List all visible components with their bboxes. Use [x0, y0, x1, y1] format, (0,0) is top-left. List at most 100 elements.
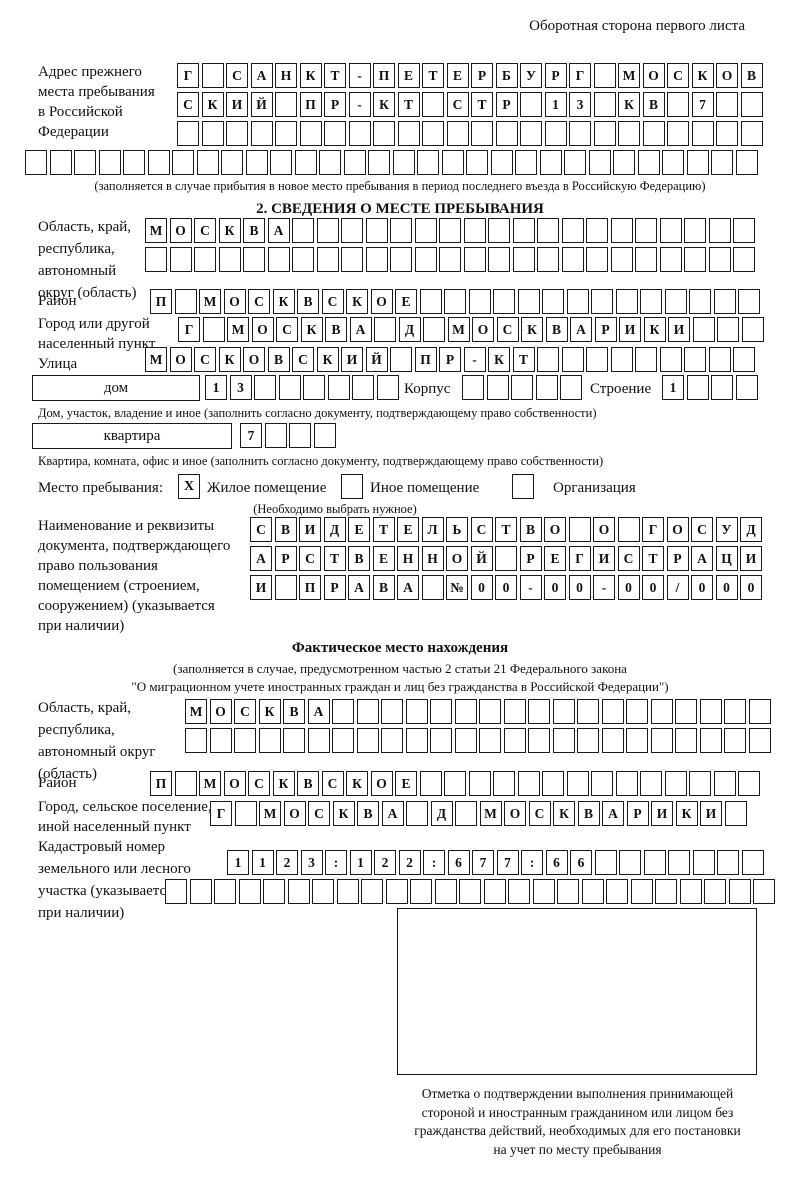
- char-cell: Е: [446, 63, 469, 88]
- char-cell: [490, 150, 513, 175]
- prev-address-row-3: [177, 121, 765, 146]
- char-cell: [444, 289, 466, 314]
- char-cell: [626, 728, 648, 753]
- char-cell: [287, 879, 310, 904]
- char-cell: [724, 728, 746, 753]
- char-cell: К: [300, 317, 323, 342]
- char-cell: [591, 289, 613, 314]
- char-cell: [422, 121, 444, 146]
- char-cell: [675, 699, 697, 724]
- char-cell: [390, 347, 412, 372]
- char-cell: [341, 218, 363, 243]
- char-cell: [147, 150, 170, 175]
- char-cell: [319, 150, 341, 175]
- char-cell: [515, 150, 537, 175]
- mesto-option-zhiloe-label: Жилое помещение: [207, 480, 327, 496]
- char-cell: [511, 375, 533, 400]
- char-cell: С: [496, 317, 519, 342]
- char-cell: [689, 771, 711, 796]
- char-cell: Т: [324, 63, 346, 88]
- char-cell: [289, 423, 311, 448]
- char-cell: [566, 771, 589, 796]
- char-cell: И: [668, 317, 690, 342]
- char-cell: С: [470, 517, 493, 542]
- char-cell: А: [602, 801, 624, 826]
- char-cell: С: [299, 546, 321, 571]
- checkbox-organizatsiya: [512, 474, 534, 499]
- char-cell: [439, 218, 461, 243]
- char-cell: [390, 218, 412, 243]
- char-cell: М: [447, 317, 470, 342]
- char-cell: [528, 699, 550, 724]
- char-cell: Е: [397, 63, 420, 88]
- char-cell: [483, 879, 506, 904]
- char-cell: [430, 728, 452, 753]
- char-cell: Г: [642, 517, 664, 542]
- char-cell: У: [520, 63, 542, 88]
- char-cell: В: [243, 218, 265, 243]
- char-cell: К: [643, 317, 666, 342]
- label-line: Федерации: [38, 124, 109, 140]
- char-cell: О: [370, 771, 393, 796]
- char-cell: [169, 247, 192, 272]
- char-cell: Е: [395, 289, 417, 314]
- kvartira-label-box: квартира: [32, 423, 232, 449]
- char-cell: М: [259, 801, 281, 826]
- char-cell: 3: [569, 92, 591, 117]
- char-cell: [49, 150, 72, 175]
- char-cell: 1: [205, 375, 227, 400]
- char-cell: [283, 728, 305, 753]
- label-line: Город, сельское поселение,: [38, 799, 212, 815]
- char-cell: [626, 699, 648, 724]
- label-line: при наличии): [38, 905, 125, 921]
- char-cell: Д: [323, 517, 346, 542]
- char-cell: -: [348, 63, 371, 88]
- char-cell: [439, 247, 461, 272]
- char-cell: [421, 575, 444, 600]
- char-cell: С: [194, 347, 216, 372]
- char-cell: [201, 121, 224, 146]
- char-cell: [561, 347, 584, 372]
- char-cell: [708, 247, 731, 272]
- char-cell: [517, 289, 540, 314]
- char-cell: [455, 801, 477, 826]
- s3-rayon-label: Район: [38, 775, 77, 791]
- char-cell: 0: [642, 575, 664, 600]
- char-cell: Т: [512, 347, 535, 372]
- char-cell: А: [570, 317, 592, 342]
- char-cell: [577, 728, 599, 753]
- char-cell: [606, 879, 628, 904]
- char-cell: К: [201, 92, 224, 117]
- char-cell: [650, 699, 673, 724]
- char-cell: А: [381, 801, 404, 826]
- char-cell: Е: [395, 771, 417, 796]
- char-cell: В: [357, 801, 379, 826]
- char-cell: 1: [662, 375, 684, 400]
- mesto-note: (Необходимо выбрать нужное): [253, 502, 417, 516]
- char-cell: К: [373, 92, 395, 117]
- char-cell: [446, 121, 469, 146]
- char-cell: [586, 247, 608, 272]
- label-line: в Российской: [38, 104, 123, 120]
- char-cell: [684, 247, 706, 272]
- char-cell: [234, 728, 256, 753]
- char-cell: [165, 879, 187, 904]
- char-cell: [728, 879, 751, 904]
- char-cell: Д: [398, 317, 421, 342]
- char-cell: И: [700, 801, 722, 826]
- char-cell: [264, 423, 287, 448]
- char-cell: [716, 92, 738, 117]
- char-cell: [593, 63, 616, 88]
- char-cell: И: [740, 546, 762, 571]
- s2-oblast-label: Область, край, республика, автономный округ…: [38, 216, 136, 304]
- char-cell: В: [283, 699, 305, 724]
- char-cell: С: [234, 699, 256, 724]
- char-cell: [254, 375, 276, 400]
- char-cell: [486, 375, 509, 400]
- char-cell: [552, 728, 575, 753]
- char-cell: [537, 247, 559, 272]
- s3-gorod-label: Город, сельское поселение, иной населенны…: [38, 797, 212, 837]
- char-cell: В: [372, 575, 395, 600]
- char-cell: Р: [626, 801, 649, 826]
